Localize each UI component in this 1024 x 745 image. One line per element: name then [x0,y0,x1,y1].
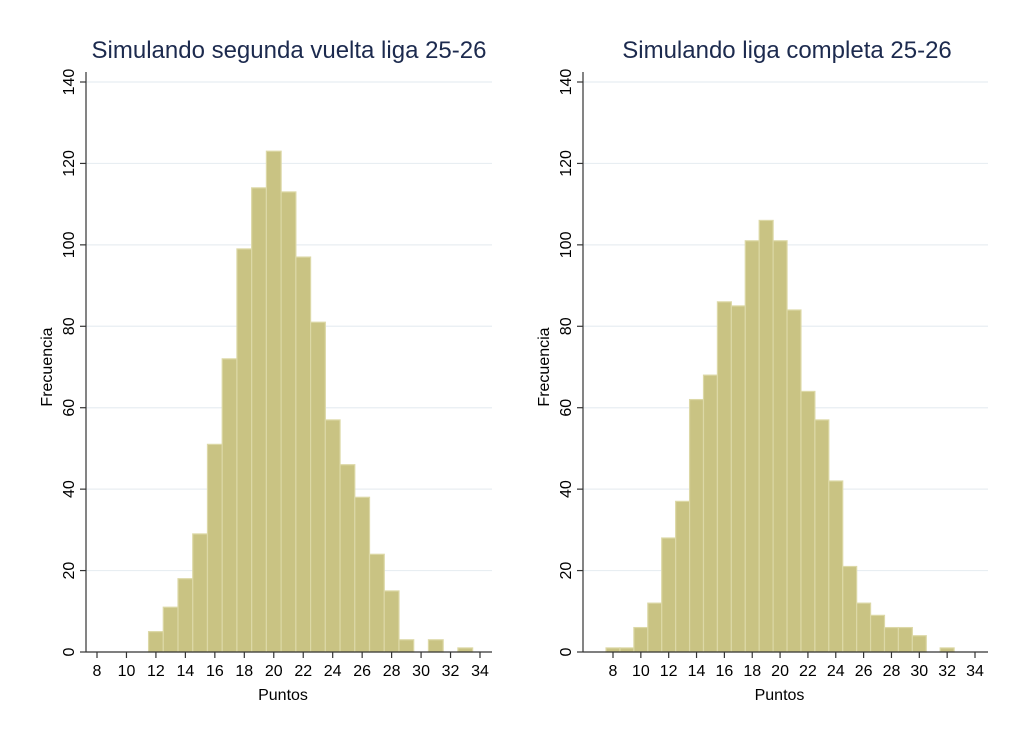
histogram-bar [309,321,326,653]
y-tick-label: 100 [61,231,78,258]
y-tick-label: 60 [61,399,78,417]
x-tick-label: 32 [938,663,956,680]
x-axis-label: Puntos [258,687,308,704]
x-tick-label: 16 [206,663,224,680]
y-tick-label: 120 [61,150,78,177]
y-axis-label: Frecuencia [39,327,56,406]
histogram-bar [177,578,194,653]
histogram-bar [883,626,900,653]
chart-title: Simulando segunda vuelta liga 25-26 [92,37,487,64]
x-tick-label: 26 [855,663,873,680]
histogram-bar [280,191,297,653]
y-tick-label: 80 [558,317,575,335]
histogram-bar [911,635,927,653]
histogram-bar [265,150,282,653]
x-tick-label: 10 [632,663,650,680]
y-tick-label: 40 [558,480,575,498]
x-tick-label: 24 [324,663,342,680]
y-axis-label: Frecuencia [536,327,553,406]
histogram-bar [688,398,705,653]
histogram-bar [147,631,164,653]
histogram-bar [162,606,179,653]
x-tick-label: 20 [265,663,283,680]
histogram-bar [619,647,635,653]
x-tick-label: 20 [771,663,789,680]
y-tick-label: 140 [61,69,78,96]
histogram-bar [647,602,663,653]
histogram-bar [897,626,913,653]
histogram-bar [295,256,312,653]
histogram-bar [457,647,474,653]
histogram-bar [856,602,872,653]
histogram-bar [758,219,774,653]
y-tick-label: 80 [61,317,78,335]
histogram-bar [772,240,788,653]
y-tick-label: 60 [558,399,575,417]
x-tick-label: 34 [471,663,489,680]
x-tick-label: 30 [412,663,430,680]
histogram-bar [192,533,209,653]
histogram-bar [251,187,268,653]
histogram-bar [605,647,621,653]
histogram-bar [744,240,760,653]
histogram-bar [842,565,858,653]
histogram-bar [633,626,649,653]
x-tick-label: 8 [609,663,618,680]
y-tick-label: 0 [61,647,78,656]
x-tick-label: 28 [883,663,901,680]
x-tick-label: 28 [383,663,401,680]
histogram-bar [828,480,844,653]
histogram-bar [206,443,223,653]
x-tick-label: 26 [353,663,371,680]
histogram-bar [661,537,677,653]
x-tick-label: 12 [147,663,165,680]
histogram-bar [368,553,385,653]
histogram-bar [236,248,253,653]
histogram-bar [869,614,886,653]
y-tick-label: 120 [558,150,575,177]
x-tick-label: 32 [442,663,460,680]
x-tick-label: 34 [966,663,984,680]
histogram-bar [716,301,732,653]
y-tick-label: 0 [558,647,575,656]
histogram-bar [702,374,719,653]
histogram-bar [730,305,746,653]
histogram-bar [221,358,238,653]
y-tick-label: 40 [61,480,78,498]
x-axis-label: Puntos [755,687,805,704]
histogram-bar [939,647,955,653]
y-tick-label: 20 [558,562,575,580]
histogram-bar [800,390,816,653]
x-tick-label: 18 [743,663,761,680]
x-tick-label: 16 [715,663,733,680]
x-tick-label: 10 [118,663,136,680]
histogram-bar [675,500,691,653]
x-tick-label: 14 [688,663,706,680]
histogram-bar [339,464,356,653]
x-tick-label: 18 [235,663,253,680]
histogram-bar [354,496,371,653]
y-tick-label: 20 [61,562,78,580]
x-tick-label: 12 [660,663,678,680]
histogram-bar [383,590,400,653]
chart-panel-1: 0 20 40 60 80 100 120 140 8 10 12 14 16 18 20 22 24 26 28 3… [39,37,492,704]
histogram-bar [786,309,802,653]
chart-panel-2: 0 20 40 60 80 100 120 140 8 10 12 14 16 18 20 22 24 26 28 3… [536,37,988,704]
x-tick-label: 22 [799,663,817,680]
x-tick-label: 22 [294,663,312,680]
y-tick-label: 140 [558,69,575,96]
x-tick-label: 14 [176,663,194,680]
histogram-bar [324,419,341,653]
chart-title: Simulando liga completa 25-26 [622,37,952,64]
x-tick-label: 30 [910,663,928,680]
y-tick-label: 100 [558,231,575,258]
histogram-bar [398,639,415,653]
histogram-bar [814,419,830,653]
histogram-bar [427,639,444,653]
x-tick-label: 24 [827,663,845,680]
x-tick-label: 8 [93,663,102,680]
